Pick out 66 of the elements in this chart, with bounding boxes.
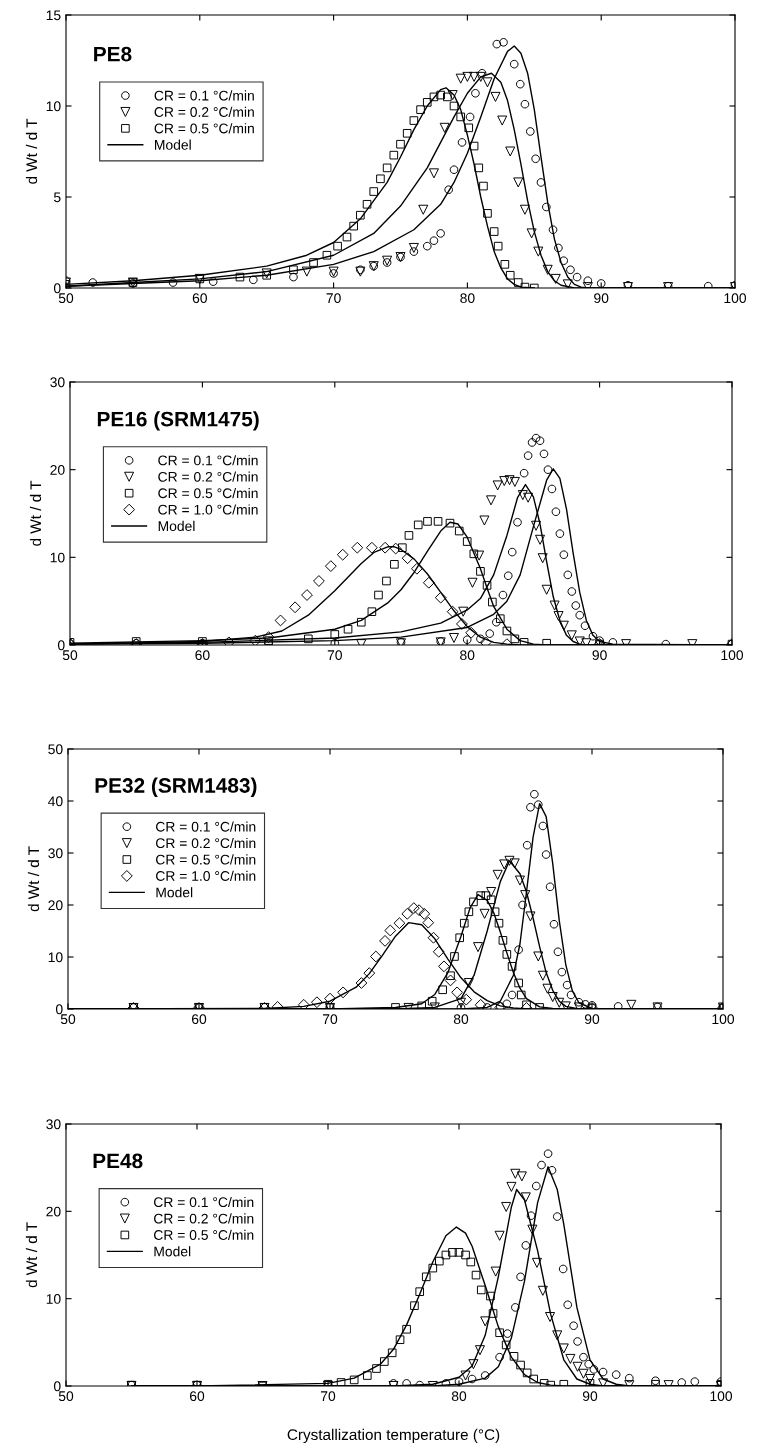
y-tick-label: 30 xyxy=(46,1119,61,1130)
y-tick-label: 10 xyxy=(48,952,63,963)
y-axis-title: d Wt / d T xyxy=(27,846,40,912)
y-tick-label: 0 xyxy=(57,640,65,651)
text: PE32 (SRM1483) xyxy=(95,777,257,797)
x-tick-label: 90 xyxy=(582,1391,598,1402)
x-tick-label: 60 xyxy=(195,650,210,661)
legend-label: CR = 0.2 °C/min xyxy=(156,837,256,849)
y-tick-label: 10 xyxy=(50,552,65,563)
legend-label: CR = 1.0 °C/min xyxy=(158,504,258,515)
y-tick-label: 15 xyxy=(46,10,61,21)
y-tick-label: 20 xyxy=(48,900,63,911)
x-tick-label: 90 xyxy=(592,650,607,661)
legend-label: Model xyxy=(155,139,191,150)
x-tick-label: 80 xyxy=(460,650,475,661)
x-tick-label: 80 xyxy=(460,293,475,304)
text: PE48 xyxy=(93,1153,143,1169)
legend-label: CR = 1.0 °C/min xyxy=(156,870,256,881)
x-tick-label: 50 xyxy=(62,650,78,661)
y-tick-label: 0 xyxy=(53,1381,61,1392)
legend-label: CR = 0.1 °C/min xyxy=(154,1196,254,1208)
y-tick-label: 50 xyxy=(48,744,63,755)
legend-label: Model xyxy=(158,520,195,532)
y-tick-label: 5 xyxy=(53,192,61,203)
x-tick-label: 100 xyxy=(721,650,744,661)
x-tick-label: 70 xyxy=(327,650,342,661)
x-tick-label: 70 xyxy=(326,293,341,304)
y-tick-label: 10 xyxy=(46,1294,61,1304)
legend-label: Model xyxy=(154,1246,191,1257)
x-tick-label: 70 xyxy=(320,1391,336,1402)
x-tick-label: 80 xyxy=(451,1391,467,1402)
x-tick-label: 100 xyxy=(712,1014,735,1025)
y-tick-label: 0 xyxy=(55,1004,63,1015)
legend-label: Model xyxy=(156,887,193,898)
legend-label: CR = 0.5 °C/min xyxy=(158,487,258,499)
y-tick-label: 30 xyxy=(48,848,63,859)
x-tick-label: 100 xyxy=(710,1391,733,1402)
x-tick-label: 70 xyxy=(322,1014,338,1025)
x-tick-label: 60 xyxy=(191,1014,207,1025)
legend-label: CR = 0.2 °C/min xyxy=(154,1213,254,1224)
y-tick-label: 0 xyxy=(53,283,61,294)
y-tick-label: 30 xyxy=(50,377,65,388)
legend-label: CR = 0.1 °C/min xyxy=(158,455,258,466)
x-tick-label: 90 xyxy=(594,293,609,304)
x-tick-label: 60 xyxy=(189,1391,205,1402)
legend-label: CR = 0.1 °C/min xyxy=(154,90,254,101)
x-tick-label: 80 xyxy=(453,1014,469,1025)
y-axis-title: d Wt / d T xyxy=(25,118,38,184)
y-tick-label: 10 xyxy=(46,101,61,112)
x-tick-label: 90 xyxy=(584,1014,600,1025)
legend-label: CR = 0.5 °C/min xyxy=(156,854,256,865)
x-tick-label: 60 xyxy=(192,293,207,304)
legend-label: CR = 0.2 °C/min xyxy=(154,106,254,117)
text: PE8 xyxy=(94,46,132,62)
legend-label: CR = 0.5 °C/min xyxy=(154,1229,254,1240)
y-axis-title: d Wt / d T xyxy=(25,1222,38,1288)
y-tick-label: 20 xyxy=(46,1206,61,1217)
text: PE16 (SRM1475) xyxy=(97,411,259,431)
legend-label: CR = 0.1 °C/min xyxy=(156,821,256,832)
y-tick-label: 20 xyxy=(50,465,65,475)
x-axis-title: Crystallization temperature (°C) xyxy=(287,1428,500,1444)
x-tick-label: 100 xyxy=(724,293,747,304)
legend-label: CR = 0.5 °C/min xyxy=(154,123,254,134)
y-tick-label: 40 xyxy=(48,796,63,807)
legend-label: CR = 0.2 °C/min xyxy=(158,471,258,482)
y-axis-title: d Wt / d T xyxy=(29,480,42,546)
